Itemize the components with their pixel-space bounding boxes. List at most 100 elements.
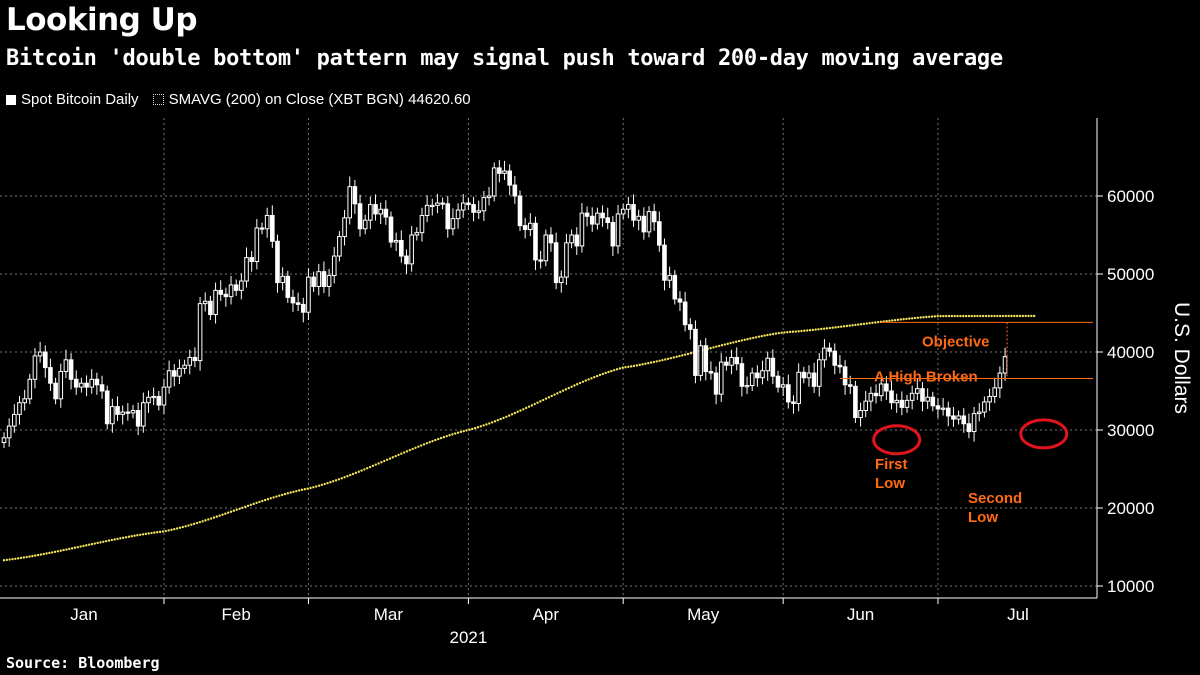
- sma-point: [919, 316, 922, 319]
- sma-point: [62, 548, 65, 552]
- sma-point: [419, 444, 423, 447]
- sma-point: [607, 370, 610, 374]
- sma-point: [638, 363, 641, 367]
- candle-body: [558, 276, 564, 284]
- sma-point: [564, 388, 568, 391]
- candle-body: [945, 407, 951, 417]
- candle-body: [853, 385, 858, 419]
- sma-point: [743, 338, 746, 341]
- sma-point: [1032, 314, 1036, 318]
- candle-body: [755, 372, 760, 379]
- sma-point: [530, 404, 534, 407]
- sma-point: [735, 340, 738, 343]
- candle-body: [337, 236, 342, 257]
- sma-point: [116, 537, 119, 541]
- sma-point: [681, 354, 684, 357]
- sma-point: [263, 498, 267, 502]
- sma-point: [888, 319, 891, 322]
- sma-point: [817, 328, 820, 331]
- sma-point: [360, 469, 363, 472]
- candle-body: [651, 211, 657, 223]
- candle-body: [429, 204, 435, 208]
- sma-point: [45, 552, 48, 555]
- sma-point: [437, 437, 440, 441]
- sma-point: [485, 423, 488, 426]
- candle-body: [295, 302, 301, 305]
- sma-point: [391, 456, 395, 459]
- sma-point: [1018, 314, 1022, 318]
- sma-point: [834, 326, 837, 329]
- sma-point: [547, 396, 551, 399]
- candle-body: [378, 208, 383, 215]
- candle-body: [610, 222, 616, 247]
- sma-point: [945, 314, 948, 318]
- sma-point: [110, 538, 114, 542]
- sma-point: [221, 513, 224, 516]
- candle-body: [306, 276, 311, 313]
- sma-point: [913, 316, 917, 320]
- candle-body: [626, 204, 631, 210]
- legend-item-spot: Spot Bitcoin Daily: [6, 91, 139, 108]
- sma-point: [405, 450, 409, 453]
- x-month-label: Jul: [1007, 605, 1029, 624]
- sma-point: [76, 545, 79, 549]
- sma-point: [720, 344, 724, 347]
- sma-point: [292, 490, 295, 494]
- candle-body: [6, 425, 12, 439]
- candle-body: [197, 303, 203, 362]
- candle-body: [992, 387, 998, 397]
- candle-body: [729, 356, 734, 366]
- sma-point: [644, 362, 647, 365]
- sma-point: [408, 448, 412, 452]
- sma-point: [275, 495, 278, 498]
- candle-body: [146, 396, 151, 404]
- sma-point: [859, 323, 863, 326]
- candle-body: [228, 284, 234, 298]
- sma-point: [505, 415, 508, 418]
- x-month-label: Mar: [374, 605, 404, 624]
- candle-body: [982, 401, 987, 413]
- sma-point: [402, 451, 406, 454]
- candle-body: [971, 413, 977, 433]
- sma-point: [192, 522, 196, 526]
- candle-body: [12, 413, 17, 427]
- sma-point: [947, 314, 951, 318]
- candle-body: [373, 204, 378, 215]
- sma-point: [678, 354, 681, 358]
- candle-body: [564, 242, 569, 278]
- sma-point: [964, 314, 968, 318]
- candle-body: [73, 378, 79, 388]
- candle-body: [615, 213, 621, 247]
- sma-point: [351, 472, 355, 476]
- sma-point: [760, 334, 763, 338]
- sma-point: [238, 507, 241, 510]
- sma-point: [82, 544, 85, 548]
- sma-point: [53, 550, 57, 554]
- candle-body: [600, 212, 605, 219]
- candle-body: [811, 372, 817, 387]
- candle-body: [151, 395, 156, 399]
- sma-point: [400, 452, 403, 455]
- candle-body: [135, 410, 141, 427]
- sma-point: [664, 358, 667, 361]
- candle-body: [53, 382, 58, 400]
- sma-point: [848, 324, 851, 327]
- candle-body: [331, 255, 337, 277]
- candle-body: [414, 232, 420, 236]
- sma-point: [215, 515, 219, 518]
- sma-point: [314, 485, 318, 488]
- sma-point: [507, 414, 511, 417]
- x-month-label: Feb: [222, 605, 251, 624]
- candle-body: [476, 210, 482, 213]
- objective-label: Objective: [922, 333, 990, 350]
- candle-body: [522, 225, 528, 231]
- sma-point: [610, 369, 613, 373]
- sma-point: [689, 352, 692, 355]
- sma-point: [803, 329, 806, 332]
- candle-body: [920, 388, 925, 402]
- sma-point: [465, 429, 468, 432]
- candle-body: [130, 410, 136, 414]
- sma-point: [127, 535, 131, 538]
- sma-point: [763, 334, 766, 337]
- candle-body: [63, 359, 69, 372]
